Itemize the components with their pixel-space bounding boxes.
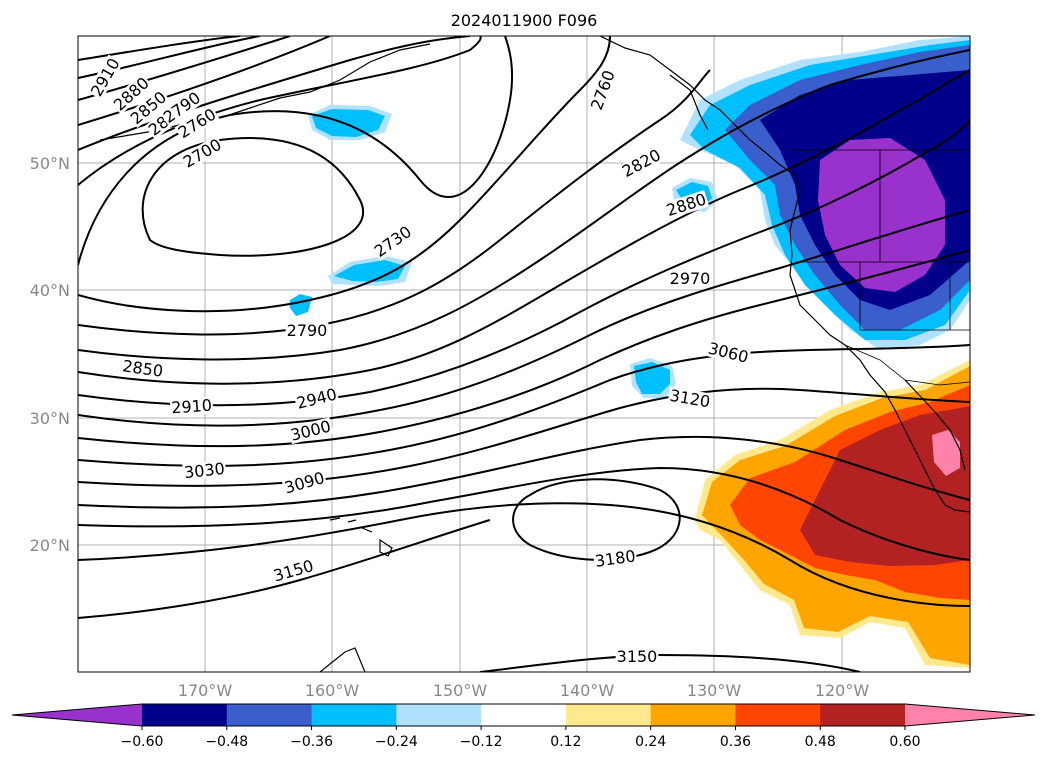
contour-label-halo (587, 67, 619, 114)
contour-label-halo (285, 322, 329, 339)
lat-label: 40°N (30, 281, 70, 300)
contour-label-halo (270, 556, 317, 585)
colorbar-tick-label: 0.24 (635, 734, 666, 750)
colorbar-segment (565, 704, 652, 726)
lat-label: 30°N (30, 409, 70, 428)
contour-label-halo (618, 145, 665, 181)
contour-label-halo (179, 135, 225, 172)
contour-label-halo (615, 648, 659, 665)
contour-label-halo (293, 385, 340, 413)
lon-label: 170°W (178, 681, 233, 700)
contour-label: 2790 (287, 321, 328, 340)
contour-label-halo (174, 104, 220, 142)
colorbar-tick-label: 0.60 (889, 734, 920, 750)
colorbar-tick-label: 0.48 (805, 734, 836, 750)
latitude-labels: 50°N 40°N 30°N 20°N (30, 154, 70, 555)
lat-label: 50°N (30, 154, 70, 173)
colorbar-tick-label: 0.12 (550, 734, 581, 750)
contour-label: 2970 (670, 269, 711, 288)
colorbar: −0.60 −0.48 −0.36 −0.24 −0.12 0.12 0.24 0.36 0.4… (11, 703, 1036, 750)
lon-label: 160°W (305, 681, 360, 700)
colorbar-max-extend (905, 704, 1035, 726)
borders (790, 149, 970, 386)
longitude-labels: 170°W 160°W 150°W 140°W 130°W 120°W (178, 681, 870, 700)
map-title: 2024011900 F096 (451, 11, 598, 30)
lat-label: 20°N (30, 536, 70, 555)
colorbar-tick-label: −0.60 (121, 734, 164, 750)
contour-label-halo (592, 547, 638, 570)
contour-label-halo (287, 417, 334, 445)
colorbar-min-extend (12, 704, 142, 726)
contour-label: 2910 (171, 396, 213, 418)
coastlines (99, 36, 970, 672)
contour-label-halo (120, 357, 166, 380)
colorbar-tick-label: −0.48 (205, 734, 248, 750)
colorbar-tick-label: −0.12 (460, 734, 503, 750)
colorbar-segment (735, 704, 821, 726)
plot-frame (77, 35, 971, 673)
colorbar-segment (396, 704, 482, 726)
contour-label-halo (668, 270, 712, 287)
negative-anomaly-region (290, 36, 970, 398)
colorbar-segment (481, 704, 567, 726)
contour-label-halo (182, 459, 227, 482)
colorbar-segment (650, 704, 736, 726)
contour-label-halo (169, 396, 214, 417)
height-contours (78, 36, 970, 672)
lon-label: 140°W (560, 681, 615, 700)
colorbar-tick-label: −0.36 (290, 734, 333, 750)
contour-label-halo (87, 54, 124, 100)
contour-label-halo (109, 73, 153, 115)
lon-label: 120°W (815, 681, 870, 700)
colorbar-tick-label: −0.24 (375, 734, 418, 750)
contour-label: 3150 (617, 647, 658, 666)
contour-label: 3030 (183, 459, 225, 482)
colorbar-segment (820, 704, 906, 726)
contour-label-halo (667, 386, 713, 411)
contour-label-halo (370, 222, 416, 261)
colorbar-segment (142, 704, 228, 726)
lon-label: 150°W (433, 681, 488, 700)
contour-label-halo (126, 87, 171, 129)
contour-label-halo (663, 190, 710, 220)
contour-label-halo (159, 88, 205, 127)
colorbar-tick-label: 0.36 (720, 734, 751, 750)
contour-label-halo (705, 339, 752, 367)
colorbar-segment (311, 704, 397, 726)
lon-label: 130°W (687, 681, 742, 700)
contour-label-halo (281, 468, 328, 497)
colorbar-segment (226, 704, 313, 726)
